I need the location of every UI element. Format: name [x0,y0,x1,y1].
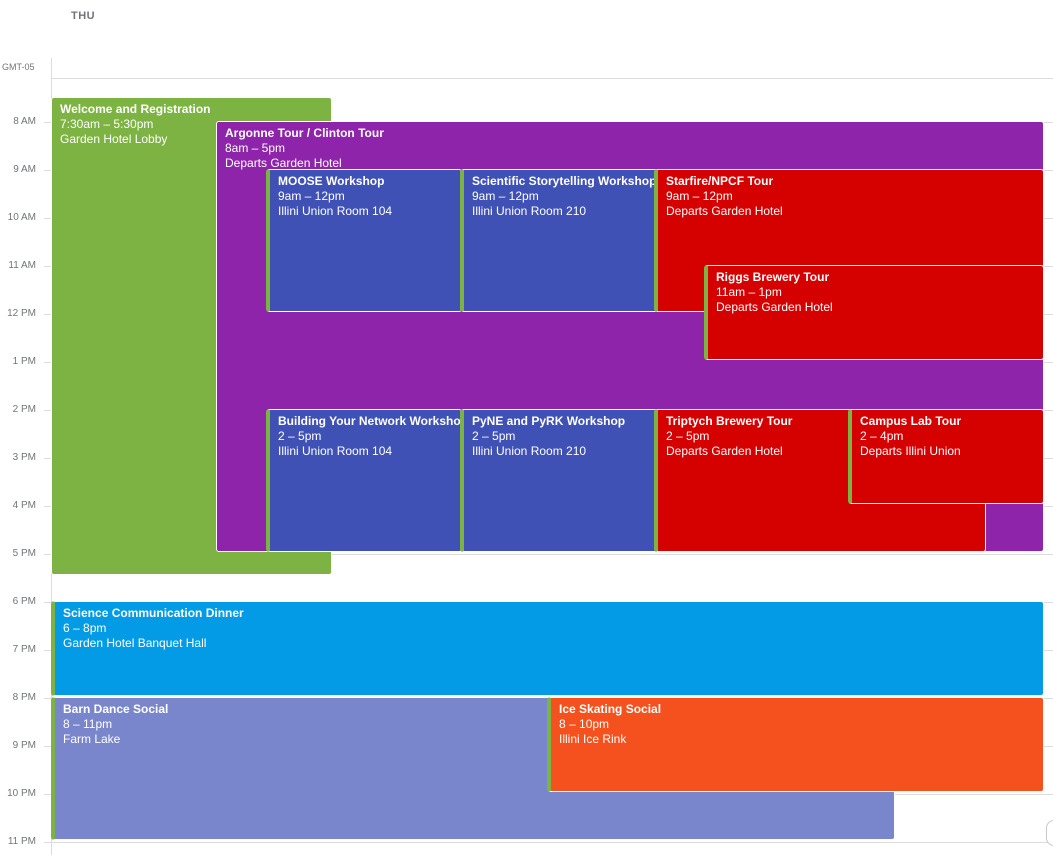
event-title: Building Your Network Workshop [278,414,462,428]
hour-gridline [44,554,1053,555]
hour-label: 9 PM [12,740,36,751]
hour-label: 5 PM [12,548,36,559]
scroll-handle[interactable] [1046,820,1053,846]
event-location: Departs Garden Hotel [666,204,783,218]
hour-label: 11 PM [7,836,36,847]
day-of-week-label[interactable]: THU [71,10,96,22]
hour-label: 6 PM [12,596,36,607]
all-day-divider [51,78,1053,79]
event-title: Riggs Brewery Tour [716,270,830,284]
event-riggs-brewery-tour[interactable]: Riggs Brewery Tour 11am – 1pm Departs Ga… [704,265,1044,360]
event-location: Illini Union Room 210 [472,204,587,218]
event-title: Argonne Tour / Clinton Tour [225,126,384,140]
hour-label: 3 PM [12,452,36,463]
event-title: Scientific Storytelling Workshop [472,174,657,188]
event-location: Garden Hotel Banquet Hall [63,636,207,650]
event-time: 9am – 12pm [472,189,539,203]
event-title: Triptych Brewery Tour [666,414,793,428]
event-science-communication-dinner[interactable]: Science Communication Dinner 6 – 8pm Gar… [51,601,1044,696]
event-title: Campus Lab Tour [860,414,962,428]
event-title: PyNE and PyRK Workshop [472,414,626,428]
hour-label: 7 PM [12,644,36,655]
event-location: Departs Garden Hotel [225,156,342,170]
hour-label: 11 AM [8,260,36,271]
event-time: 6 – 8pm [63,621,107,635]
event-location: Illini Union Room 210 [472,444,587,458]
event-time: 2 – 5pm [278,429,322,443]
event-location: Illini Union Room 104 [278,444,393,458]
event-time: 9am – 12pm [278,189,345,203]
event-time: 2 – 5pm [472,429,516,443]
event-time: 9am – 12pm [666,189,733,203]
hour-label: 2 PM [12,404,36,415]
hour-label: 10 PM [7,788,36,799]
hour-label: 4 PM [12,500,36,511]
event-time: 2 – 4pm [860,429,904,443]
event-building-your-network-workshop[interactable]: Building Your Network Workshop 2 – 5pm I… [266,409,462,552]
event-time: 8 – 10pm [559,717,610,731]
event-title: Ice Skating Social [559,702,662,716]
event-title: MOOSE Workshop [278,174,385,188]
event-location: Garden Hotel Lobby [60,132,168,146]
event-campus-lab-tour[interactable]: Campus Lab Tour 2 – 4pm Departs Illini U… [848,409,1044,504]
event-ice-skating-social[interactable]: Ice Skating Social 8 – 10pm Illini Ice R… [547,697,1044,792]
event-time: 8am – 5pm [225,141,286,155]
event-location: Illini Union Room 104 [278,204,393,218]
event-location: Farm Lake [63,732,121,746]
event-title: Welcome and Registration [60,102,211,116]
event-location: Illini Ice Rink [559,732,627,746]
hour-label: 10 AM [7,212,36,223]
hour-label: 8 PM [12,692,36,703]
event-location: Departs Garden Hotel [666,444,783,458]
event-time: 7:30am – 5:30pm [60,117,154,131]
event-time: 8 – 11pm [63,717,113,731]
hour-label: 8 AM [13,116,36,127]
event-time: 2 – 5pm [666,429,710,443]
event-title: Starfire/NPCF Tour [666,174,774,188]
event-location: Departs Garden Hotel [716,300,833,314]
timezone-label: GMT-05 [2,62,35,72]
hour-label: 1 PM [12,356,36,367]
event-moose-workshop[interactable]: MOOSE Workshop 9am – 12pm Illini Union R… [266,169,462,312]
event-time: 11am – 1pm [716,285,782,299]
hour-label: 9 AM [13,164,36,175]
event-pyne-pyrk-workshop[interactable]: PyNE and PyRK Workshop 2 – 5pm Illini Un… [460,409,658,552]
event-title: Science Communication Dinner [63,606,244,620]
event-location: Departs Illini Union [860,444,961,458]
hour-gridline [44,842,1053,843]
event-title: Barn Dance Social [63,702,169,716]
event-scientific-storytelling-workshop[interactable]: Scientific Storytelling Workshop 9am – 1… [460,169,658,312]
hour-label: 12 PM [7,308,36,319]
